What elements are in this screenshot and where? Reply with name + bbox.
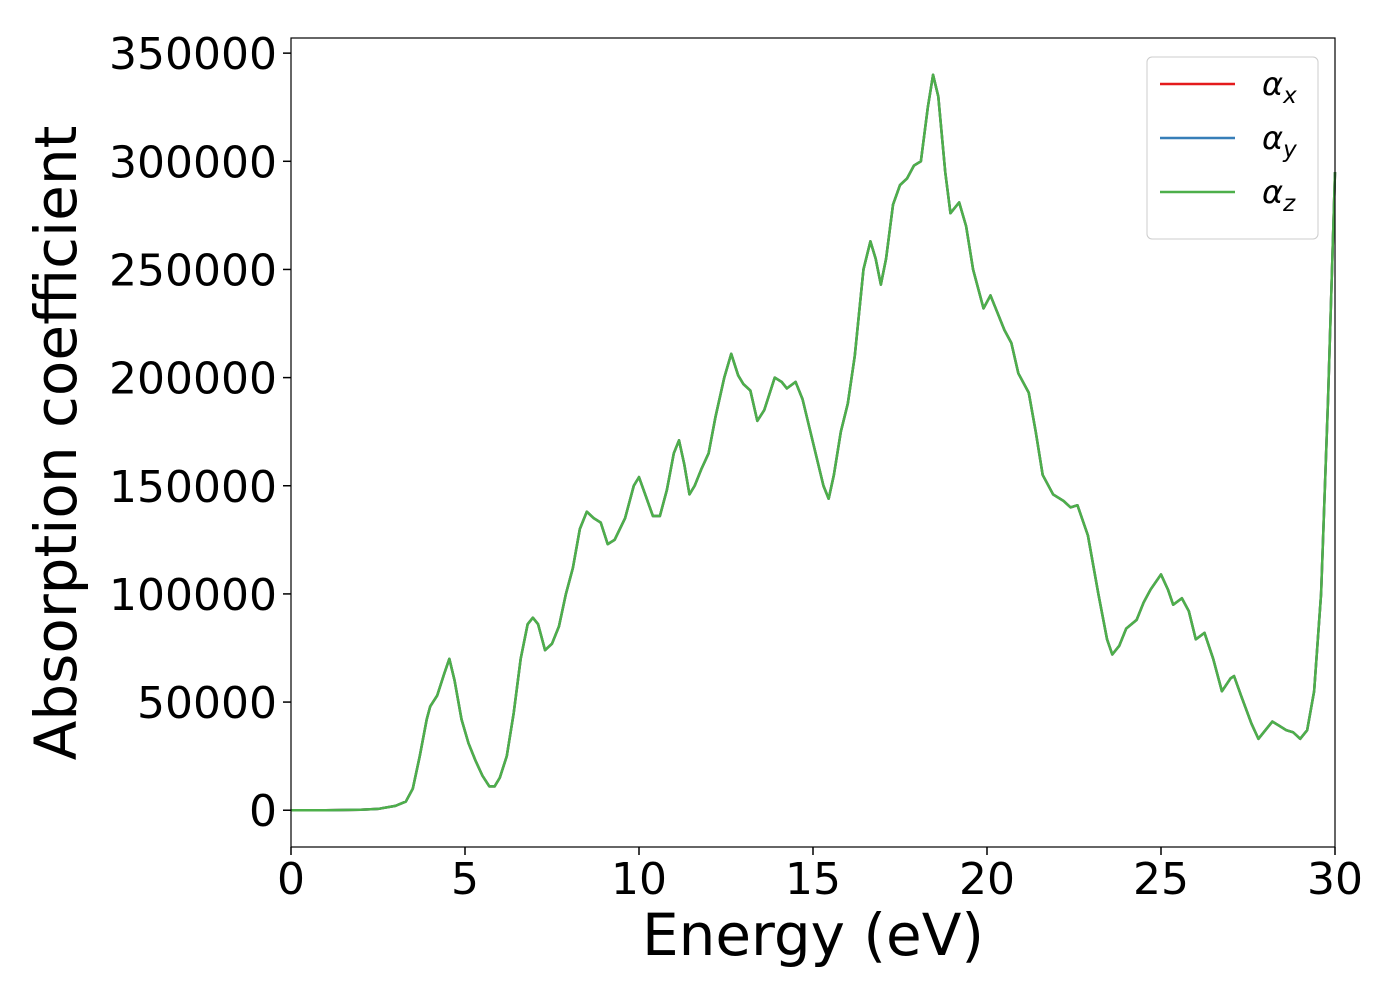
y-tick-label: 300000	[109, 137, 277, 188]
x-tick-label: 15	[785, 854, 841, 905]
y-tick-label: 200000	[109, 354, 277, 405]
x-axis-label: Energy (eV)	[642, 901, 984, 969]
y-tick-label: 150000	[109, 462, 277, 513]
x-tick-label: 0	[277, 854, 305, 905]
y-tick-label: 250000	[109, 245, 277, 296]
x-tick-label: 30	[1307, 854, 1363, 905]
y-tick-label: 50000	[137, 678, 277, 729]
y-axis-label: Absorption coefficient	[22, 126, 90, 761]
x-tick-label: 20	[959, 854, 1015, 905]
legend-label: αz	[1262, 173, 1296, 217]
legend-label: αy	[1262, 119, 1297, 163]
y-tick-label: 350000	[109, 29, 277, 80]
y-tick-label: 0	[249, 786, 277, 837]
x-tick-label: 10	[611, 854, 667, 905]
series-line	[291, 73, 1337, 812]
x-tick-label: 25	[1133, 854, 1189, 905]
y-tick-label: 100000	[109, 570, 277, 621]
legend-box	[1146, 56, 1319, 240]
x-tick-label: 5	[451, 854, 479, 905]
plot-frame	[290, 37, 1336, 848]
legend-label: αx	[1262, 65, 1297, 109]
legend: αx αy αz	[1146, 56, 1319, 240]
